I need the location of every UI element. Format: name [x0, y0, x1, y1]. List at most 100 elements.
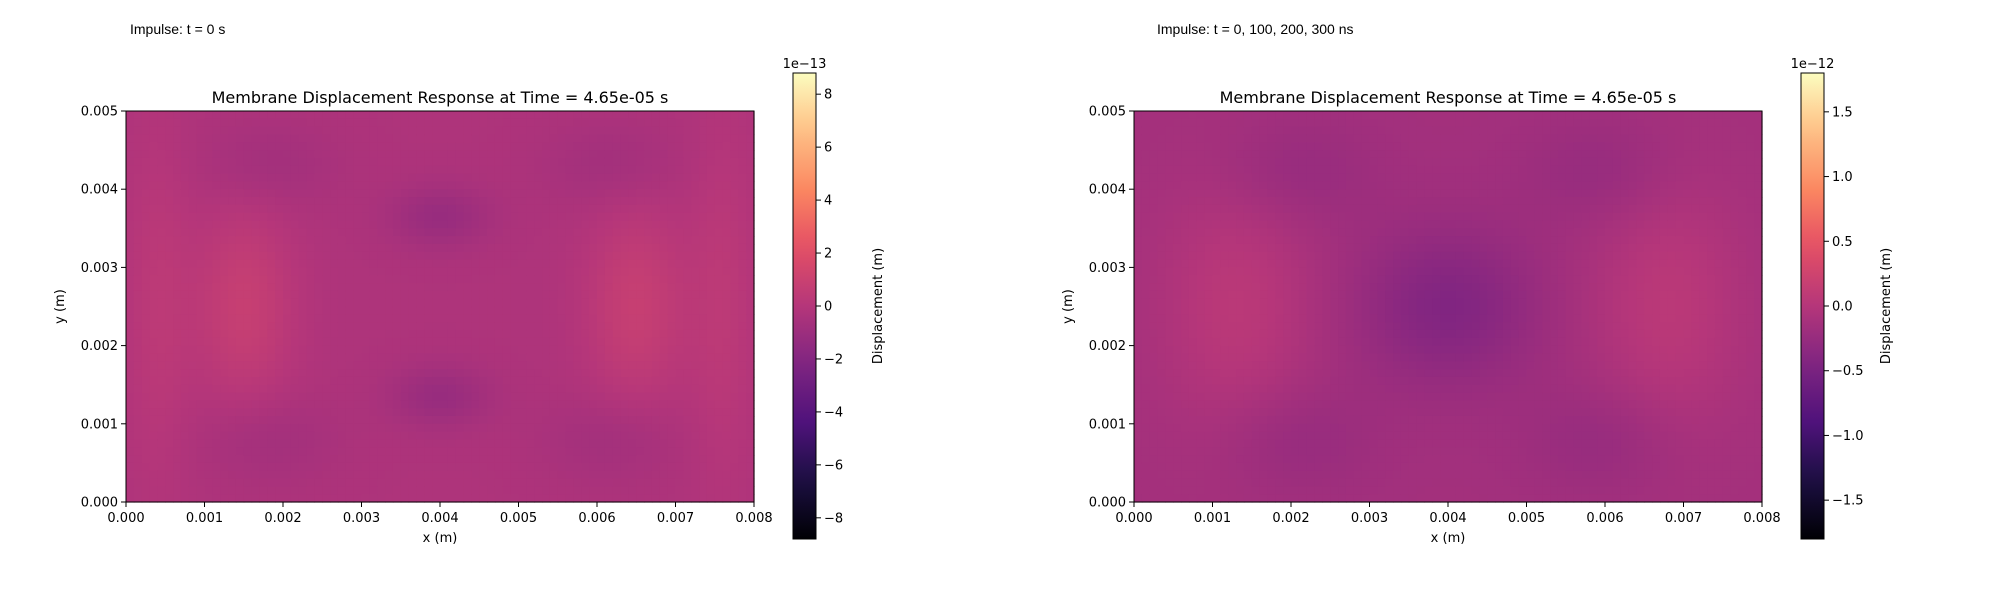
heatmap-cell: [298, 212, 308, 222]
heatmap-cell: [691, 212, 700, 222]
heatmap-cell: [322, 236, 331, 245]
heatmap-cell: [322, 204, 331, 214]
heatmap-cell: [706, 197, 716, 206]
heatmap-cell: [463, 369, 472, 378]
heatmap-cell: [337, 173, 347, 182]
heatmap-cell: [440, 150, 449, 159]
heatmap-cell: [714, 251, 724, 261]
heatmap-cell: [463, 181, 472, 190]
heatmap-cell: [1196, 165, 1206, 175]
heatmap-cell: [330, 345, 339, 355]
heatmap-cell: [565, 329, 575, 339]
heatmap-cell: [306, 126, 315, 136]
heatmap-cell: [157, 243, 166, 253]
heatmap-cell: [738, 267, 747, 276]
heatmap-cell: [188, 329, 198, 339]
heatmap-cell: [337, 423, 347, 433]
heatmap-cell: [746, 111, 755, 120]
heatmap-cell: [714, 408, 724, 417]
heatmap-cell: [683, 267, 692, 276]
heatmap-cell: [1157, 275, 1166, 284]
heatmap-cell: [675, 470, 684, 480]
heatmap-cell: [667, 353, 677, 362]
heatmap-cell: [1173, 478, 1182, 487]
heatmap-cell: [361, 126, 370, 136]
heatmap-cell: [424, 431, 433, 441]
heatmap-cell: [463, 455, 472, 464]
heatmap-cell: [510, 243, 520, 253]
heatmap-cell: [228, 197, 237, 206]
heatmap-cell: [306, 259, 315, 268]
heatmap-cell: [1228, 267, 1237, 276]
heatmap-cell: [1259, 337, 1269, 347]
heatmap-cell: [479, 298, 488, 308]
heatmap-cell: [628, 314, 637, 323]
heatmap-cell: [385, 212, 394, 222]
heatmap-cell: [1149, 267, 1159, 276]
heatmap-cell: [1149, 236, 1159, 245]
heatmap-cell: [730, 384, 739, 394]
heatmap-cell: [463, 384, 472, 394]
heatmap-cell: [510, 181, 520, 190]
heatmap-cell: [1243, 439, 1253, 448]
heatmap-cell: [283, 204, 292, 214]
heatmap-cell: [581, 165, 590, 175]
heatmap-cell: [487, 197, 496, 206]
heatmap-cell: [275, 400, 284, 409]
heatmap-cell: [133, 408, 143, 417]
heatmap-cell: [235, 212, 245, 222]
heatmap-cell: [259, 470, 268, 480]
heatmap-cell: [235, 376, 245, 386]
heatmap-cell: [133, 204, 143, 214]
heatmap-cell: [447, 243, 457, 253]
heatmap-cell: [212, 142, 221, 151]
heatmap-cell: [180, 236, 190, 245]
heatmap-cell: [298, 189, 308, 198]
heatmap-cell: [542, 157, 551, 167]
heatmap-cell: [659, 415, 669, 425]
heatmap-cell: [440, 212, 449, 222]
heatmap-cell: [738, 111, 747, 120]
heatmap-cell: [502, 150, 512, 159]
heatmap-cell: [581, 322, 590, 331]
heatmap-cell: [471, 150, 480, 159]
heatmap-cell: [314, 243, 323, 253]
heatmap-cell: [487, 111, 496, 120]
heatmap-cell: [330, 259, 339, 268]
heatmap-cell: [126, 236, 135, 245]
heatmap-cell: [1236, 298, 1245, 308]
heatmap-cell: [204, 361, 213, 370]
heatmap-cell: [471, 298, 480, 308]
heatmap-cell: [133, 314, 143, 323]
heatmap-cell: [1149, 228, 1159, 237]
heatmap-cell: [518, 329, 527, 339]
heatmap-cell: [267, 384, 276, 394]
heatmap-cell: [1212, 345, 1221, 355]
heatmap-cell: [494, 447, 504, 456]
heatmap-cell: [212, 322, 221, 331]
heatmap-cell: [1141, 314, 1151, 323]
heatmap-cell: [126, 314, 135, 323]
heatmap-cell: [565, 267, 575, 276]
heatmap-cell: [549, 353, 559, 362]
heatmap-cell: [392, 267, 402, 276]
heatmap-cell: [314, 384, 323, 394]
heatmap-cell: [180, 212, 190, 222]
heatmap-cell: [746, 126, 755, 136]
heatmap-cell: [565, 455, 575, 464]
heatmap-cell: [447, 150, 457, 159]
heatmap-cell: [730, 376, 739, 386]
heatmap-cell: [361, 283, 370, 292]
heatmap-cell: [1212, 376, 1221, 386]
heatmap-cell: [416, 204, 425, 214]
heatmap-cell: [180, 384, 190, 394]
heatmap-cell: [330, 494, 339, 503]
heatmap-cell: [220, 189, 229, 198]
heatmap-cell: [722, 494, 732, 503]
heatmap-cell: [487, 157, 496, 167]
heatmap-cell: [722, 415, 732, 425]
heatmap-cell: [699, 189, 708, 198]
heatmap-cell: [628, 384, 637, 394]
heatmap-cell: [353, 384, 363, 394]
heatmap-cell: [699, 134, 708, 143]
